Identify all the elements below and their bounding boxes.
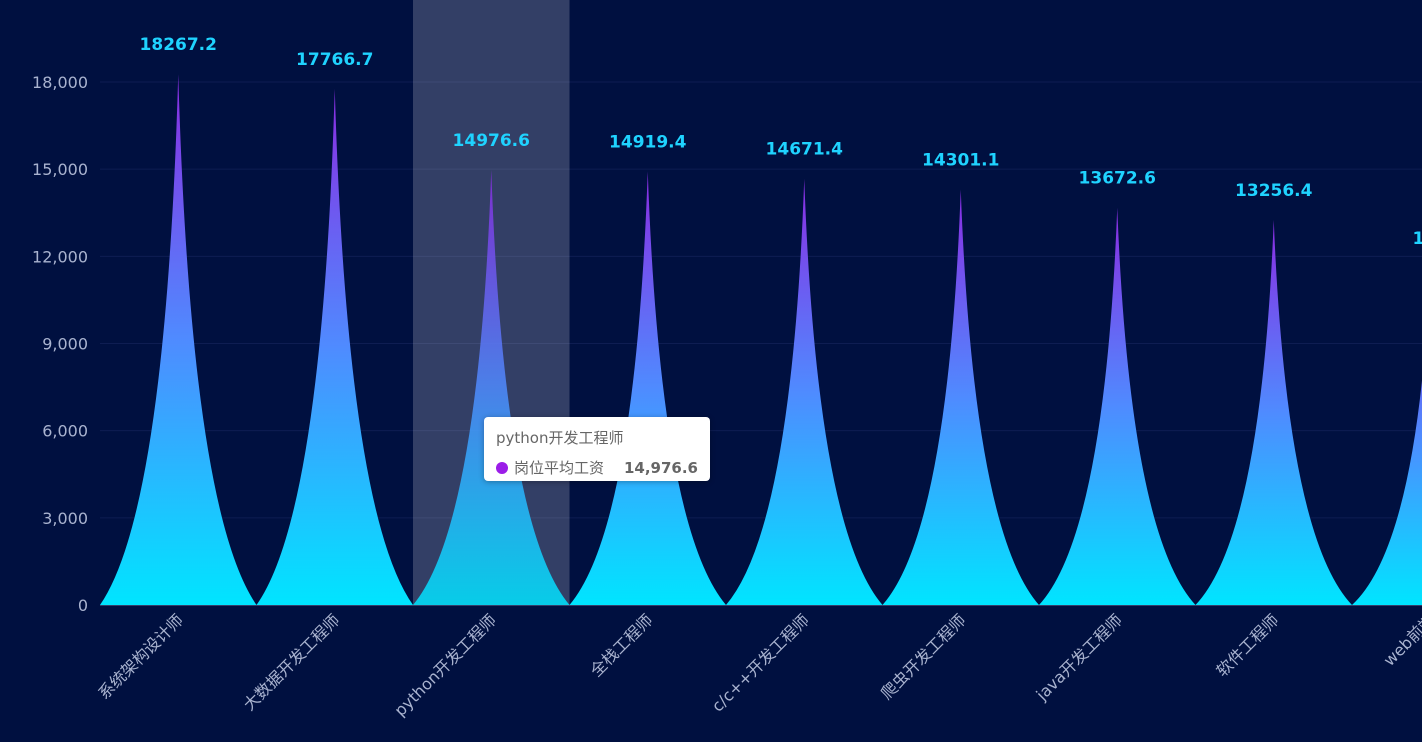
y-tick-label: 9,000 — [42, 335, 88, 354]
data-label: 17766.7 — [296, 50, 373, 70]
data-label: 13256.4 — [1235, 181, 1313, 201]
data-label: 13672.6 — [1079, 169, 1156, 189]
y-tick-label: 0 — [78, 596, 88, 615]
data-label: 116 — [1413, 229, 1422, 249]
bar-peak[interactable] — [1039, 207, 1196, 605]
y-tick-label: 6,000 — [42, 422, 88, 441]
bar-peak[interactable] — [256, 88, 414, 605]
bar-peak[interactable] — [413, 169, 570, 606]
y-tick-label: 18,000 — [32, 73, 88, 92]
x-tick-label: c/c++开发工程师 — [708, 610, 813, 715]
tooltip: python开发工程师 岗位平均工资 14,976.6 — [484, 417, 710, 481]
bar-peak[interactable] — [1195, 219, 1353, 605]
x-axis: 系统架构设计师 大数据开发工程师 python开发工程师 全栈工程师 c/c++开发工程… — [94, 605, 1422, 720]
data-label: 14919.4 — [609, 133, 687, 153]
tooltip-value: 14,976.6 — [623, 458, 698, 477]
y-axis: 0 3,000 6,000 9,000 12,000 15,000 18,000 — [32, 73, 88, 615]
tooltip-row: 岗位平均工资 14,976.6 — [496, 457, 698, 478]
y-tick-label: 3,000 — [42, 509, 88, 528]
tooltip-title: python开发工程师 — [496, 429, 624, 447]
data-labels: 18267.2 17766.7 14976.6 14919.4 14671.4 14301… — [140, 35, 1422, 249]
data-label: 14976.6 — [453, 131, 530, 151]
x-tick-label: 全栈工程师 — [587, 610, 657, 680]
bar-peak[interactable] — [1352, 268, 1422, 605]
x-tick-label: python开发工程师 — [390, 610, 500, 720]
y-tick-label: 15,000 — [32, 160, 88, 179]
x-tick-label: web前端 — [1380, 610, 1422, 669]
y-tick-label: 12,000 — [32, 247, 88, 266]
grid-lines — [100, 81, 1422, 519]
tooltip-series-name: 岗位平均工资 — [514, 459, 605, 477]
bar-peak[interactable] — [100, 74, 257, 606]
data-label: 18267.2 — [140, 35, 217, 55]
bar-peak[interactable] — [882, 189, 1040, 606]
bars — [100, 74, 1422, 606]
tooltip-series-dot-icon — [496, 461, 508, 474]
data-label: 14301.1 — [922, 150, 999, 170]
data-label: 14671.4 — [766, 140, 844, 160]
x-tick-label: 爬虫开发工程师 — [877, 610, 970, 703]
bar-peak[interactable] — [569, 171, 727, 605]
x-tick-label: java开发工程师 — [1032, 610, 1126, 704]
x-tick-label: 系统架构设计师 — [94, 610, 187, 703]
x-tick-label: 软件工程师 — [1213, 610, 1283, 680]
x-tick-label: 大数据开发工程师 — [240, 610, 344, 714]
bar-peak[interactable] — [726, 178, 883, 605]
